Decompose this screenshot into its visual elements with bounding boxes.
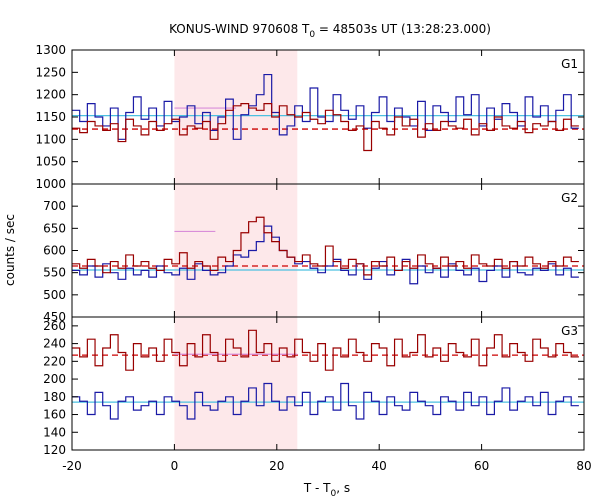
- y-tick-label-g1: 1100: [35, 132, 66, 146]
- y-tick-label-g3: 220: [43, 354, 66, 368]
- chart-title-rest: = 48503s UT (13:28:23.000): [315, 22, 491, 36]
- y-tick-label-g1: 1050: [35, 155, 66, 169]
- x-tick-label: 80: [576, 459, 591, 473]
- series-g2-1: [72, 216, 579, 276]
- x-tick-label: 60: [474, 459, 489, 473]
- x-tick-label: 0: [171, 459, 179, 473]
- y-tick-label-g2: 550: [43, 266, 66, 280]
- y-tick-label-g1: 1200: [35, 88, 66, 102]
- x-axis-label-sub: 0: [331, 489, 337, 499]
- y-tick-label-g2: 700: [43, 199, 66, 213]
- panel-frame-g3: [71, 316, 585, 451]
- x-tick-label: 20: [269, 459, 284, 473]
- panel-label-g2: G2: [561, 191, 578, 205]
- y-tick-label-g1: 1250: [35, 65, 66, 79]
- y-tick-label-g1: 1300: [35, 43, 66, 57]
- series-g3-1: [72, 329, 579, 371]
- y-tick-label-g3: 260: [43, 319, 66, 333]
- y-axis-label: counts / sec: [3, 214, 17, 286]
- y-tick-label-g2: 600: [43, 244, 66, 258]
- chart-title-main: KONUS-WIND 970608 T: [169, 22, 310, 36]
- y-tick-label-g1: 1000: [35, 177, 66, 191]
- chart-title-sub: 0: [309, 30, 315, 40]
- x-axis-label: T - T0, s: [303, 481, 350, 499]
- y-tick-label-g2: 650: [43, 221, 66, 235]
- panel-label-g1: G1: [561, 57, 578, 71]
- y-tick-label-g2: 500: [43, 288, 66, 302]
- x-axis-label-rest: , s: [336, 481, 350, 495]
- plot-layer: 1000105011001150120012501300G14505005506…: [35, 43, 591, 473]
- y-tick-label-g3: 200: [43, 372, 66, 386]
- y-tick-label-g3: 160: [43, 408, 66, 422]
- y-tick-label-g2: 450: [43, 310, 66, 324]
- series-g3-0: [72, 382, 579, 420]
- y-tick-label-g3: 180: [43, 390, 66, 404]
- panel-label-g3: G3: [561, 324, 578, 338]
- x-axis-label-main: T - T: [303, 481, 331, 495]
- chart-title: KONUS-WIND 970608 T0 = 48503s UT (13:28:…: [169, 22, 491, 40]
- x-tick-label: -20: [62, 459, 82, 473]
- panel-frame-g2: [71, 183, 585, 318]
- y-tick-label-g3: 140: [43, 425, 66, 439]
- series-g1-1: [72, 102, 579, 152]
- y-tick-label-g3: 240: [43, 337, 66, 351]
- x-tick-label: 40: [372, 459, 387, 473]
- y-tick-label-g1: 1150: [35, 110, 66, 124]
- y-tick-label-g3: 120: [43, 443, 66, 457]
